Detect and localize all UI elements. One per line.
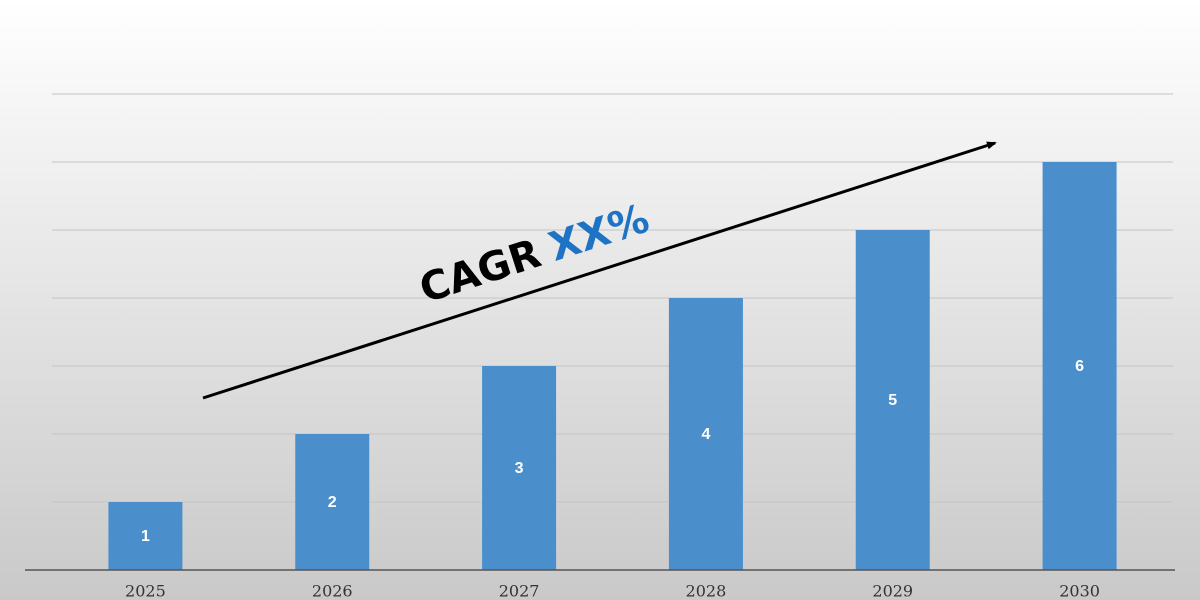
trend-arrow (202, 141, 997, 400)
value-label: 6 (1075, 358, 1084, 375)
value-label: 3 (515, 460, 524, 477)
x-tick-label: 2026 (312, 582, 353, 600)
bar (1042, 162, 1117, 570)
value-label: 4 (701, 426, 710, 443)
bar (108, 502, 183, 570)
value-label: 5 (888, 392, 897, 409)
x-tick-label: 2028 (686, 582, 727, 600)
value-label: 1 (141, 528, 150, 545)
x-tick-label: 2025 (125, 582, 166, 600)
value-label: 2 (328, 494, 337, 511)
x-tick-label: 2029 (872, 582, 913, 600)
bar (668, 298, 743, 570)
bar (855, 230, 930, 570)
x-tick-label: 2027 (499, 582, 540, 600)
bars: 1 2 3 4 5 6 (108, 162, 1117, 570)
bar (295, 434, 370, 570)
bar (482, 366, 557, 570)
x-tick-label: 2030 (1059, 582, 1100, 600)
